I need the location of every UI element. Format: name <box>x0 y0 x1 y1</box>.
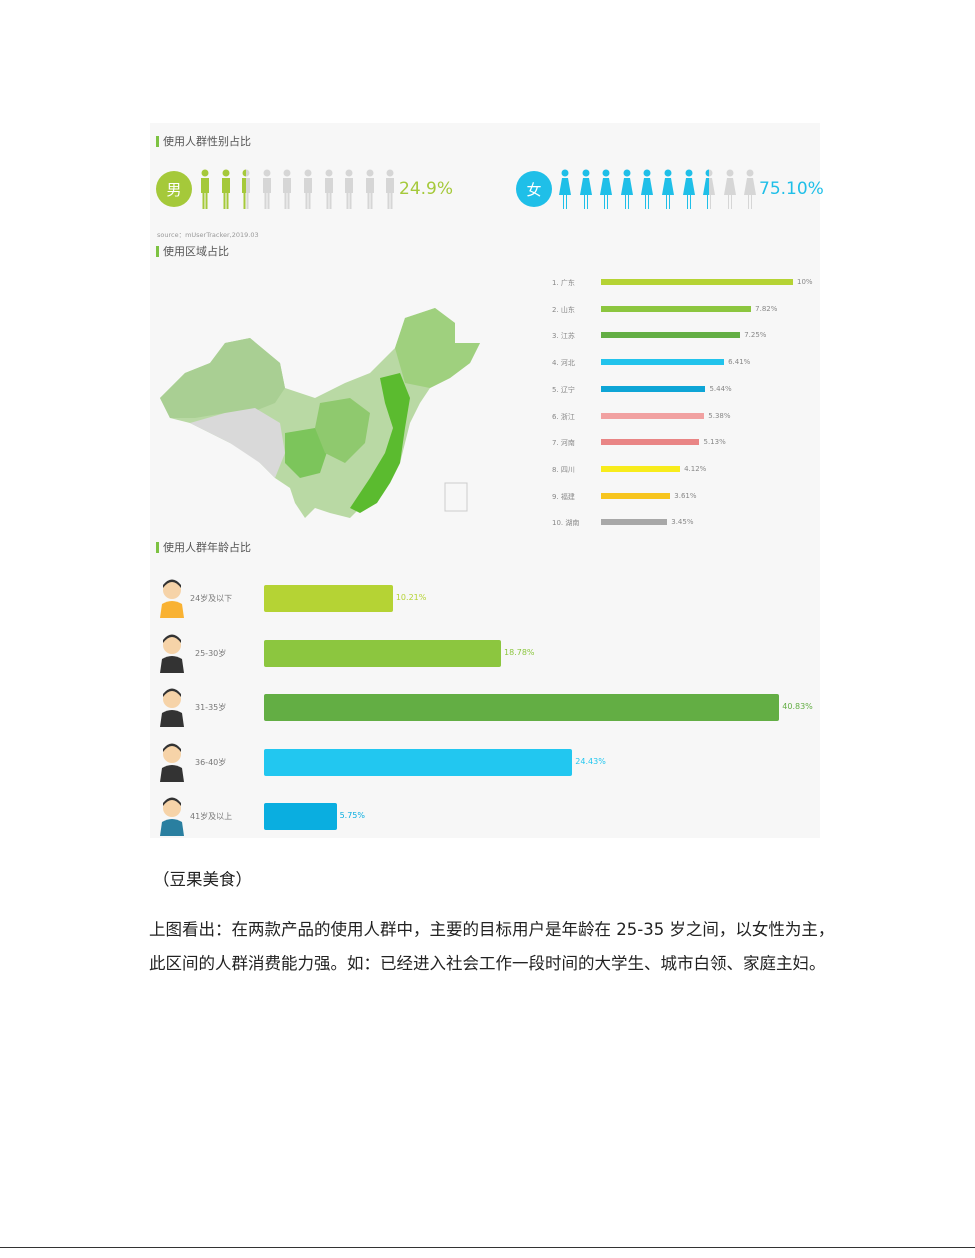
person-avatar-icon <box>160 634 184 673</box>
age-bar <box>264 639 501 667</box>
region-value: 5.13% <box>703 438 726 447</box>
male-person-icon <box>345 169 354 209</box>
region-bar <box>601 439 700 446</box>
age-group-label: 41岁及以上 <box>190 812 233 822</box>
region-value: 5.44% <box>709 384 732 393</box>
male-person-icon <box>242 169 251 209</box>
person-avatar-icon <box>160 688 184 728</box>
age-group-label: 31-35岁 <box>195 703 227 713</box>
region-bar <box>601 412 705 419</box>
region-value: 3.61% <box>674 491 697 500</box>
female-person-icon <box>579 169 592 209</box>
female-person-icon <box>682 169 695 209</box>
age-bar <box>264 585 393 612</box>
footer-divider <box>0 1247 975 1248</box>
person-avatar-icon <box>160 743 184 782</box>
image-caption: （豆果美食） <box>153 870 252 889</box>
age-section-title: 使用人群年龄占比 <box>156 542 251 553</box>
region-value: 6.41% <box>728 358 751 367</box>
age-group-label: 24岁及以下 <box>190 594 233 603</box>
region-value: 7.25% <box>744 331 767 340</box>
region-value: 3.45% <box>671 518 694 527</box>
age-value: 40.83% <box>782 702 813 712</box>
region-bar <box>601 519 668 526</box>
female-percent: 75.10% <box>759 179 824 199</box>
male-person-icon <box>283 169 292 209</box>
age-value: 24.43% <box>575 756 606 766</box>
region-bar <box>601 359 725 366</box>
region-section-title: 使用区域占比 <box>156 246 229 257</box>
region-name: 9. 福建 <box>552 492 575 501</box>
female-person-icon <box>744 169 757 209</box>
age-group-label: 25-30岁 <box>195 648 227 658</box>
region-bar <box>601 279 793 285</box>
region-value: 10% <box>797 278 813 286</box>
region-name: 8. 四川 <box>552 465 575 474</box>
female-person-icon <box>703 169 716 209</box>
region-bar <box>601 385 706 392</box>
age-value: 10.21% <box>395 593 427 602</box>
age-group-label: 36-40岁 <box>195 757 227 767</box>
age-bar <box>264 803 337 831</box>
china-map <box>160 308 480 518</box>
region-bar <box>601 332 741 339</box>
region-name: 1. 广东 <box>552 279 575 287</box>
age-value: 5.75% <box>339 811 365 821</box>
male-person-icon <box>386 169 395 209</box>
region-bar <box>601 492 671 499</box>
male-badge: 男 <box>156 171 192 207</box>
region-name: 2. 山东 <box>552 305 575 314</box>
region-bar <box>601 305 752 312</box>
region-name: 7. 河南 <box>552 439 575 448</box>
person-avatar-icon <box>160 797 184 837</box>
region-value: 7.82% <box>755 304 778 313</box>
female-person-icon <box>662 169 674 209</box>
female-person-icon <box>723 169 736 209</box>
region-value: 4.12% <box>684 464 707 473</box>
age-value: 18.78% <box>504 647 535 657</box>
male-person-icon <box>365 169 374 209</box>
source-note: source：mUserTracker,2019.03 <box>157 231 259 239</box>
gender-section-title: 使用人群性别占比 <box>156 136 251 147</box>
age-bar <box>264 748 573 776</box>
male-person-icon <box>324 169 333 209</box>
region-name: 4. 河北 <box>552 359 575 368</box>
region-value: 5.38% <box>708 411 731 420</box>
region-name: 3. 江苏 <box>552 332 575 341</box>
region-name: 5. 辽宁 <box>552 385 575 394</box>
region-bar <box>601 465 681 472</box>
age-bar <box>264 694 780 722</box>
female-person-icon <box>559 169 571 209</box>
person-avatar-icon <box>160 579 184 618</box>
female-person-icon <box>641 169 654 209</box>
female-person-icon <box>620 169 633 209</box>
body-paragraph: 上图看出：在两款产品的使用人群中，主要的目标用户是年龄在 25-35 岁之间，以… <box>149 920 835 973</box>
region-name: 10. 湖南 <box>552 519 580 528</box>
user-profile-infographic: 使用人群性别占比 男 24.9% 女 75.10% sour <box>150 123 824 838</box>
male-percent: 24.9% <box>399 179 454 199</box>
region-name: 6. 浙江 <box>552 412 575 421</box>
male-person-icon <box>304 169 312 209</box>
male-person-icon <box>201 169 209 209</box>
female-person-icon <box>600 169 613 209</box>
male-person-icon <box>262 169 271 209</box>
male-person-icon <box>221 169 230 209</box>
female-badge: 女 <box>516 171 552 207</box>
